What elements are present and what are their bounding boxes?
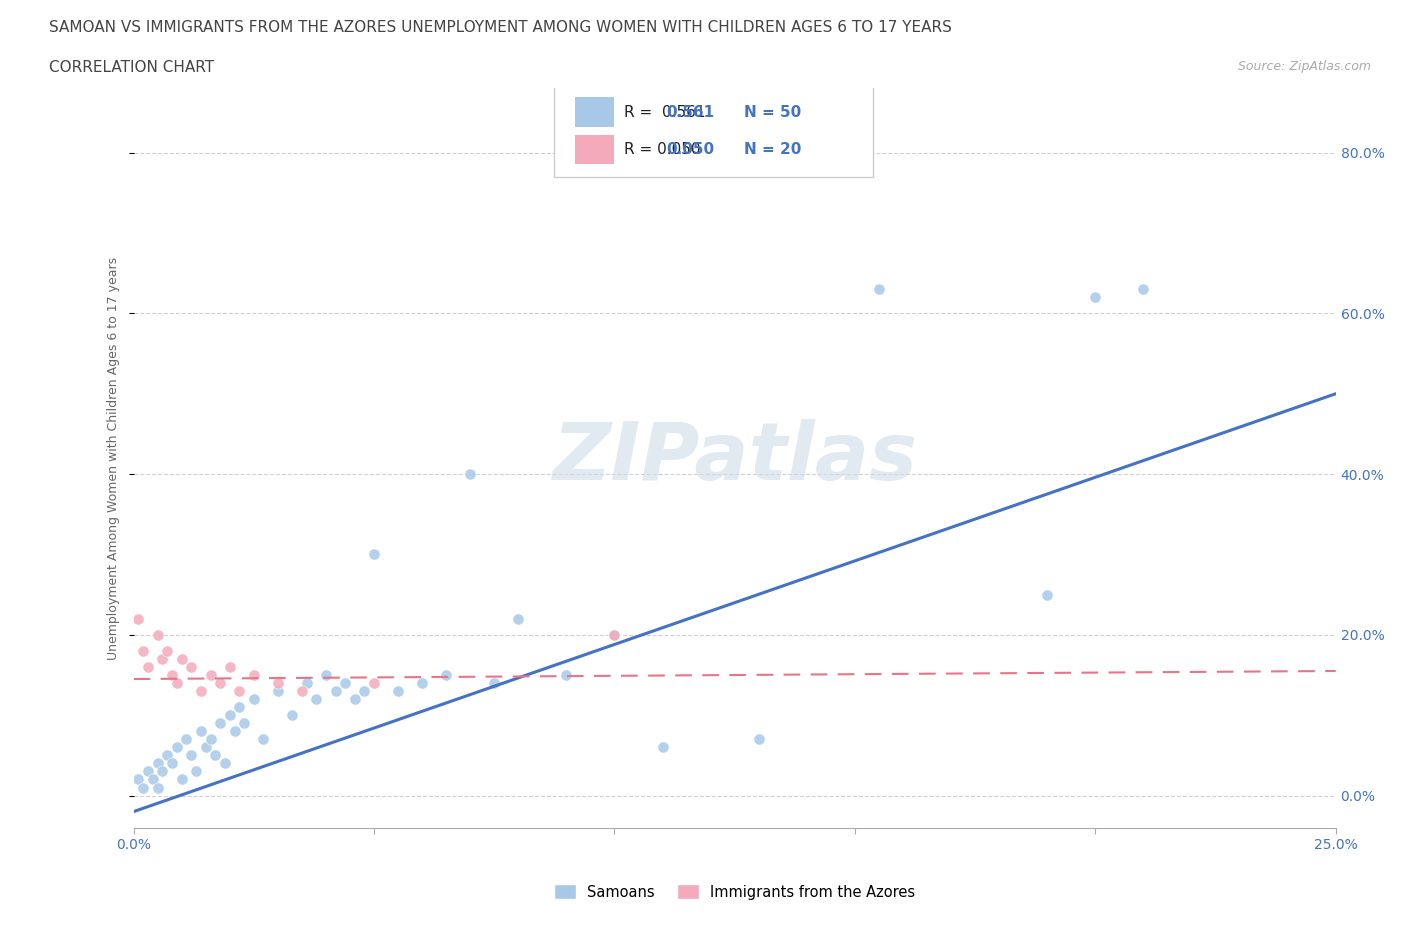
Point: [1084, 290, 1107, 305]
Point: [295, 675, 318, 690]
Text: Source: ZipAtlas.com: Source: ZipAtlas.com: [1237, 60, 1371, 73]
Point: [194, 740, 217, 755]
Point: [243, 668, 266, 683]
Point: [603, 628, 626, 643]
Point: [218, 708, 240, 723]
Text: CORRELATION CHART: CORRELATION CHART: [49, 60, 214, 75]
FancyBboxPatch shape: [575, 98, 614, 127]
Point: [484, 675, 506, 690]
Point: [411, 675, 433, 690]
Point: [132, 644, 155, 658]
Point: [228, 684, 250, 698]
Point: [132, 780, 155, 795]
Point: [127, 611, 149, 626]
Point: [170, 772, 193, 787]
Point: [184, 764, 207, 779]
Text: 0.561: 0.561: [666, 105, 714, 120]
Point: [146, 628, 169, 643]
Point: [209, 716, 232, 731]
Point: [267, 684, 290, 698]
Point: [651, 740, 673, 755]
Point: [190, 724, 212, 738]
Point: [224, 724, 246, 738]
Point: [214, 756, 236, 771]
Point: [166, 675, 188, 690]
Point: [146, 780, 169, 795]
FancyBboxPatch shape: [575, 135, 614, 165]
Legend: Samoans, Immigrants from the Azores: Samoans, Immigrants from the Azores: [548, 878, 921, 906]
Point: [136, 764, 159, 779]
Point: [508, 611, 530, 626]
Point: [233, 716, 256, 731]
Point: [748, 732, 770, 747]
Point: [333, 675, 356, 690]
Text: SAMOAN VS IMMIGRANTS FROM THE AZORES UNEMPLOYMENT AMONG WOMEN WITH CHILDREN AGES: SAMOAN VS IMMIGRANTS FROM THE AZORES UNE…: [49, 20, 952, 35]
Point: [363, 547, 385, 562]
Point: [204, 748, 226, 763]
Point: [218, 659, 240, 674]
Point: [200, 668, 222, 683]
Point: [325, 684, 347, 698]
Text: N = 20: N = 20: [744, 142, 801, 157]
Point: [142, 772, 165, 787]
Point: [281, 708, 304, 723]
Point: [146, 756, 169, 771]
Point: [243, 692, 266, 707]
Text: ZIPatlas: ZIPatlas: [553, 419, 917, 497]
Point: [200, 732, 222, 747]
Point: [156, 644, 179, 658]
Text: R =  0.561: R = 0.561: [624, 105, 706, 120]
Point: [1036, 587, 1059, 602]
Point: [252, 732, 274, 747]
Point: [209, 675, 232, 690]
Text: N = 50: N = 50: [744, 105, 801, 120]
Point: [180, 748, 202, 763]
Point: [387, 684, 409, 698]
Point: [176, 732, 198, 747]
Point: [160, 668, 183, 683]
Point: [603, 628, 626, 643]
Point: [291, 684, 314, 698]
Point: [152, 652, 174, 667]
Point: [170, 652, 193, 667]
Point: [267, 675, 290, 690]
Point: [127, 772, 149, 787]
Point: [305, 692, 328, 707]
Point: [458, 467, 481, 482]
Point: [228, 699, 250, 714]
Text: 0.050: 0.050: [666, 142, 714, 157]
Point: [166, 740, 188, 755]
Point: [363, 675, 385, 690]
Point: [156, 748, 179, 763]
Point: [190, 684, 212, 698]
Point: [555, 668, 578, 683]
Point: [315, 668, 337, 683]
Point: [434, 668, 457, 683]
Point: [152, 764, 174, 779]
Point: [1132, 282, 1154, 297]
Point: [868, 282, 890, 297]
Point: [343, 692, 366, 707]
Point: [160, 756, 183, 771]
Y-axis label: Unemployment Among Women with Children Ages 6 to 17 years: Unemployment Among Women with Children A…: [107, 257, 121, 659]
Text: R = 0.050: R = 0.050: [624, 142, 700, 157]
FancyBboxPatch shape: [554, 85, 873, 177]
Point: [180, 659, 202, 674]
Point: [136, 659, 159, 674]
Point: [353, 684, 375, 698]
